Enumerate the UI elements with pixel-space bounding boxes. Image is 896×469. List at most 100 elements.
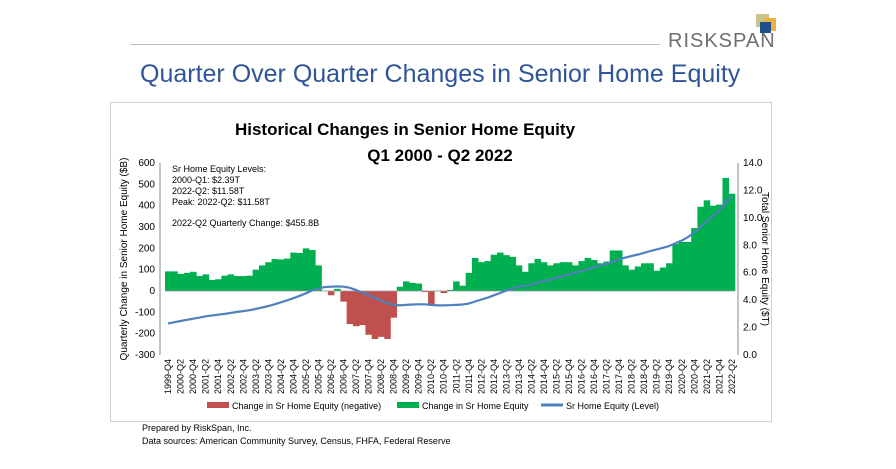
x-tick-label: 2003-Q2 <box>251 359 261 394</box>
chart-frame <box>110 102 772 422</box>
legend-label-negative: Change in Sr Home Equity (negative) <box>232 401 381 411</box>
x-tick-label: 2011-Q4 <box>464 359 474 393</box>
x-tick-label: 2015-Q4 <box>564 359 574 394</box>
bar-positive <box>290 252 297 291</box>
bar-positive <box>202 274 210 291</box>
x-tick-label: 2012-Q2 <box>476 359 486 394</box>
bar-negative <box>352 291 360 327</box>
x-tick-label: 2002-Q4 <box>238 359 248 394</box>
x-tick-label: 2002-Q2 <box>226 359 236 394</box>
bar-positive <box>522 271 529 291</box>
bar-positive <box>691 228 698 291</box>
bar-positive <box>446 289 454 291</box>
bar-positive <box>296 253 304 291</box>
bar-positive <box>509 256 517 291</box>
y-tick-label: 100 <box>138 265 155 276</box>
x-tick-label: 2018-Q4 <box>639 359 649 394</box>
header-rule <box>130 44 660 45</box>
bar-positive <box>659 267 667 291</box>
prepared-by: Prepared by RiskSpan, Inc. <box>142 423 252 433</box>
bar-positive <box>265 262 272 291</box>
bar-positive <box>334 288 341 291</box>
y-axis-label: Quarterly Change in Senior Home Equity (… <box>119 158 130 361</box>
bar-positive <box>503 255 510 291</box>
x-tick-label: 2010-Q4 <box>439 359 449 394</box>
x-tick-label: 2009-Q4 <box>414 359 424 394</box>
x-tick-label: 2001-Q2 <box>201 359 211 394</box>
x-tick-label: 2009-Q2 <box>401 359 411 394</box>
bar-positive <box>171 271 178 291</box>
y2-tick-label: 10.0 <box>743 213 763 224</box>
bar-positive <box>697 206 704 291</box>
bar-positive <box>271 259 279 291</box>
x-tick-label: 2006-Q4 <box>339 359 349 394</box>
bar-positive <box>315 265 322 291</box>
bar-positive <box>672 244 679 291</box>
y-tick-label: 0 <box>149 286 155 297</box>
page-title: Quarter Over Quarter Changes in Senior H… <box>140 60 741 88</box>
bar-positive <box>634 266 642 291</box>
bar-positive <box>496 252 504 291</box>
bar-negative <box>384 291 391 339</box>
x-tick-label: 2016-Q4 <box>589 359 599 394</box>
logo-mark-icon <box>756 14 776 33</box>
y2-tick-label: 4.0 <box>743 295 757 306</box>
x-tick-label: 2018-Q2 <box>627 359 637 394</box>
x-tick-label: 2004-Q4 <box>288 359 298 394</box>
x-tick-label: 2012-Q4 <box>489 359 499 394</box>
bar-negative <box>428 291 435 306</box>
annotation-line: Sr Home Equity Levels: <box>172 164 266 174</box>
x-tick-label: 2000-Q4 <box>188 359 198 394</box>
bar-negative <box>346 291 354 325</box>
y2-tick-label: 2.0 <box>743 323 757 334</box>
x-tick-label: 2005-Q4 <box>313 359 323 394</box>
x-tick-label: 2004-Q2 <box>276 359 286 394</box>
x-tick-label: 2021-Q4 <box>714 359 724 394</box>
y-tick-label: 600 <box>138 158 155 169</box>
x-tick-label: 2019-Q2 <box>652 359 662 394</box>
bar-positive <box>528 263 535 291</box>
x-tick-label: 2007-Q4 <box>364 359 374 394</box>
y2-tick-label: 0.0 <box>743 350 757 361</box>
bar-positive <box>678 241 686 291</box>
x-tick-label: 2008-Q4 <box>389 359 399 394</box>
chart-title-line-2: Q1 2000 - Q2 2022 <box>367 146 513 165</box>
bar-negative <box>340 291 347 302</box>
bar-positive <box>584 257 592 291</box>
bar-positive <box>709 205 717 291</box>
bar-positive <box>215 279 222 291</box>
x-tick-label: 2000-Q2 <box>176 359 186 394</box>
x-tick-label: 2013-Q4 <box>514 359 524 394</box>
x-tick-label: 2006-Q2 <box>326 359 336 394</box>
y2-tick-label: 8.0 <box>743 240 757 251</box>
bar-positive <box>190 271 197 291</box>
annotation-line: Peak: 2022-Q2: $11.58T <box>172 197 270 207</box>
bar-positive <box>565 262 573 291</box>
y-tick-label: -100 <box>135 307 155 318</box>
x-tick-label: 2005-Q2 <box>301 359 311 394</box>
x-tick-label: 2011-Q2 <box>451 359 461 393</box>
bar-negative <box>421 291 429 293</box>
y-tick-label: 500 <box>138 179 155 190</box>
x-tick-label: 2020-Q4 <box>689 359 699 394</box>
bar-positive <box>572 265 579 291</box>
data-sources: Data sources: American Community Survey,… <box>142 436 451 446</box>
y-tick-label: 200 <box>138 243 155 254</box>
bar-positive <box>409 282 416 291</box>
bar-positive <box>302 248 310 291</box>
bar-positive <box>490 254 498 291</box>
legend: Change in Sr Home Equity (negative) Chan… <box>207 401 659 411</box>
x-tick-label: 2003-Q4 <box>263 359 273 394</box>
x-tick-label: 2022-Q2 <box>727 359 737 394</box>
x-tick-label: 2010-Q2 <box>426 359 436 394</box>
bar-positive <box>515 265 523 291</box>
bar-negative <box>327 291 335 296</box>
x-tick-label: 1999-Q4 <box>163 359 173 394</box>
bar-positive <box>453 281 460 291</box>
annotation-line: 2022-Q2: $11.58T <box>172 186 245 196</box>
bar-positive <box>684 241 692 291</box>
bar-positive <box>597 263 604 291</box>
bar-positive <box>165 271 172 291</box>
bar-positive <box>177 273 185 291</box>
